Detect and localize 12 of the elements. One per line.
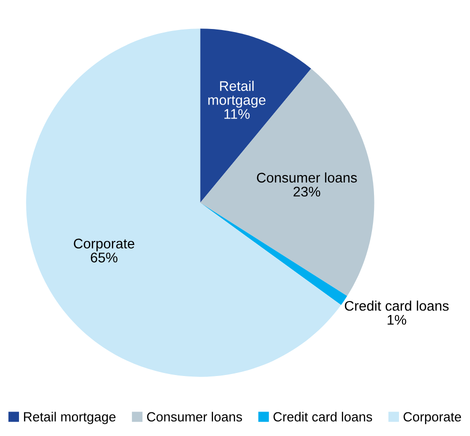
slice-label: Credit card loans bbox=[344, 300, 449, 311]
legend-label: Consumer loans bbox=[147, 412, 242, 422]
legend-label: Retail mortgage bbox=[24, 412, 116, 424]
legend-label: Corporate bbox=[404, 412, 461, 424]
slice-label: Corporate bbox=[74, 238, 134, 252]
legend-label: Credit card loans bbox=[274, 412, 372, 422]
slice-label: Retail mortgage bbox=[208, 80, 266, 108]
slice-label: Consumer loans bbox=[256, 172, 357, 183]
data-label: 23% bbox=[294, 186, 320, 197]
data-label: 1% bbox=[388, 314, 406, 325]
data-label: 11% bbox=[224, 109, 250, 119]
data-label: 65% bbox=[90, 252, 118, 262]
